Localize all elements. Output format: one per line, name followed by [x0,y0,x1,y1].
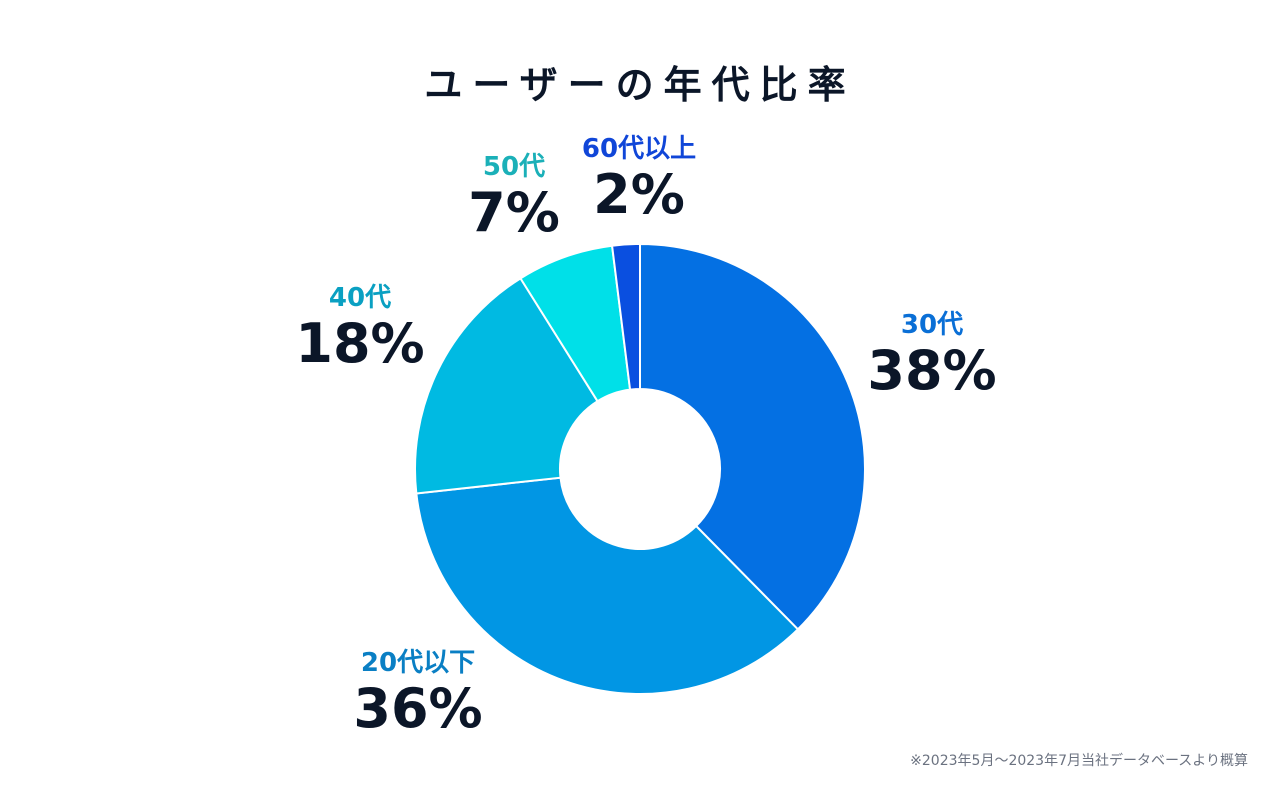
slice-5 [610,242,641,391]
slice-percent-label: 36% [353,677,483,740]
slice-label-4: 50代 7% [468,152,560,244]
slice-percent-label: 2% [593,163,685,226]
slice-category-label: 40代 [328,283,392,313]
slice-label-1: 30代 38% [867,310,996,402]
slice-2 [415,476,800,695]
chart-title: ユーザーの年代比率 [424,63,856,107]
slice-3 [414,276,599,495]
slice-percent-label: 38% [867,339,997,402]
slice-category-label: 50代 [482,152,546,182]
slice-1 [639,242,866,631]
slice-category-label: 20代以下 [360,648,476,678]
slice-label-3: 40代 18% [295,283,424,375]
slice-label-5: 60代以上 2% [582,134,696,226]
slice-label-2: 20代以下 36% [353,648,482,740]
slice-percent-label: 18% [295,312,425,375]
slice-category-label: 30代 [900,310,964,340]
slice-percent-label: 7% [468,181,560,244]
slice-category-label: 60代以上 [581,134,697,164]
footnote: ※2023年5月〜2023年7月当社データベースより概算 [910,753,1248,769]
